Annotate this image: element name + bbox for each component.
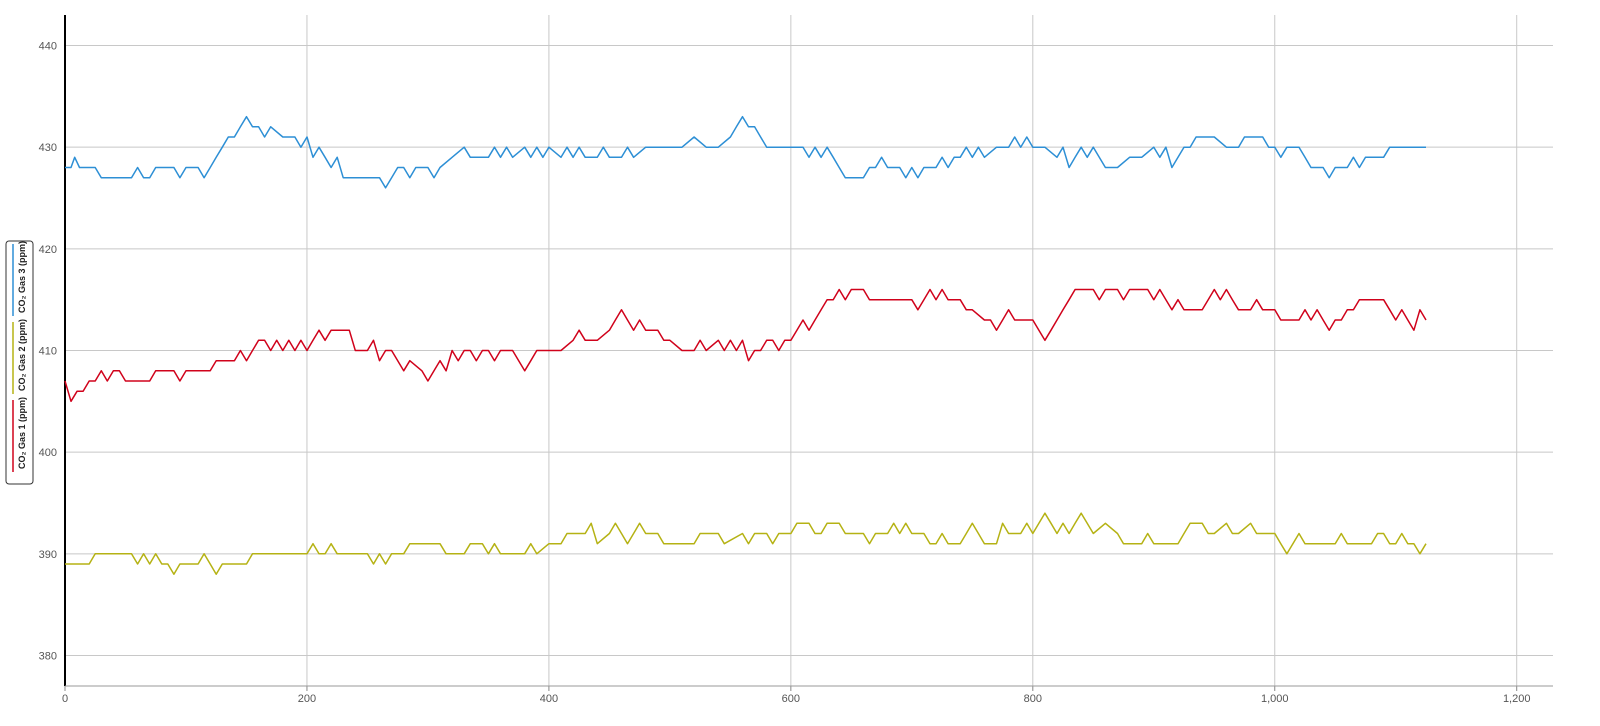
legend[interactable]: CO₂ Gas 1 (ppm) CO₂ Gas 2 (ppm) CO₂ Gas 3 … <box>5 240 34 485</box>
x-tick-label: 400 <box>540 693 558 705</box>
x-tick-label: 1,200 <box>1503 693 1531 705</box>
x-tick-label: 600 <box>782 693 800 705</box>
x-tick-label: 200 <box>298 693 316 705</box>
y-tick-label: 430 <box>39 142 57 154</box>
legend-label-gas-1[interactable]: CO₂ Gas 1 (ppm) <box>17 397 27 469</box>
legend-label-gas-2[interactable]: CO₂ Gas 2 (ppm) <box>17 319 27 391</box>
series-line-gas-3 <box>65 115 1426 189</box>
y-tick-label: 390 <box>39 549 57 561</box>
y-tick-label: 440 <box>39 41 57 53</box>
legend-label-gas-3[interactable]: CO₂ Gas 3 (ppm) <box>17 241 27 313</box>
x-tick-label: 0 <box>62 693 68 705</box>
series-layer <box>64 115 1427 575</box>
y-tick-label: 380 <box>39 651 57 663</box>
y-tick-label: 400 <box>39 447 57 459</box>
y-tick-label: 410 <box>39 346 57 358</box>
legend-items[interactable]: CO₂ Gas 1 (ppm) CO₂ Gas 2 (ppm) CO₂ Gas 3 … <box>12 241 27 472</box>
y-tick-label: 420 <box>39 244 57 256</box>
x-tick-label: 800 <box>1024 693 1042 705</box>
axis-layer: 380 390 400 410 420 430 440 0 200 400 600 800 1,000 1… <box>39 15 1553 705</box>
series-line-gas-2 <box>65 512 1427 575</box>
x-tick-label: 1,000 <box>1261 693 1289 705</box>
series-line-gas-1 <box>64 288 1427 403</box>
grid-layer <box>65 15 1553 686</box>
